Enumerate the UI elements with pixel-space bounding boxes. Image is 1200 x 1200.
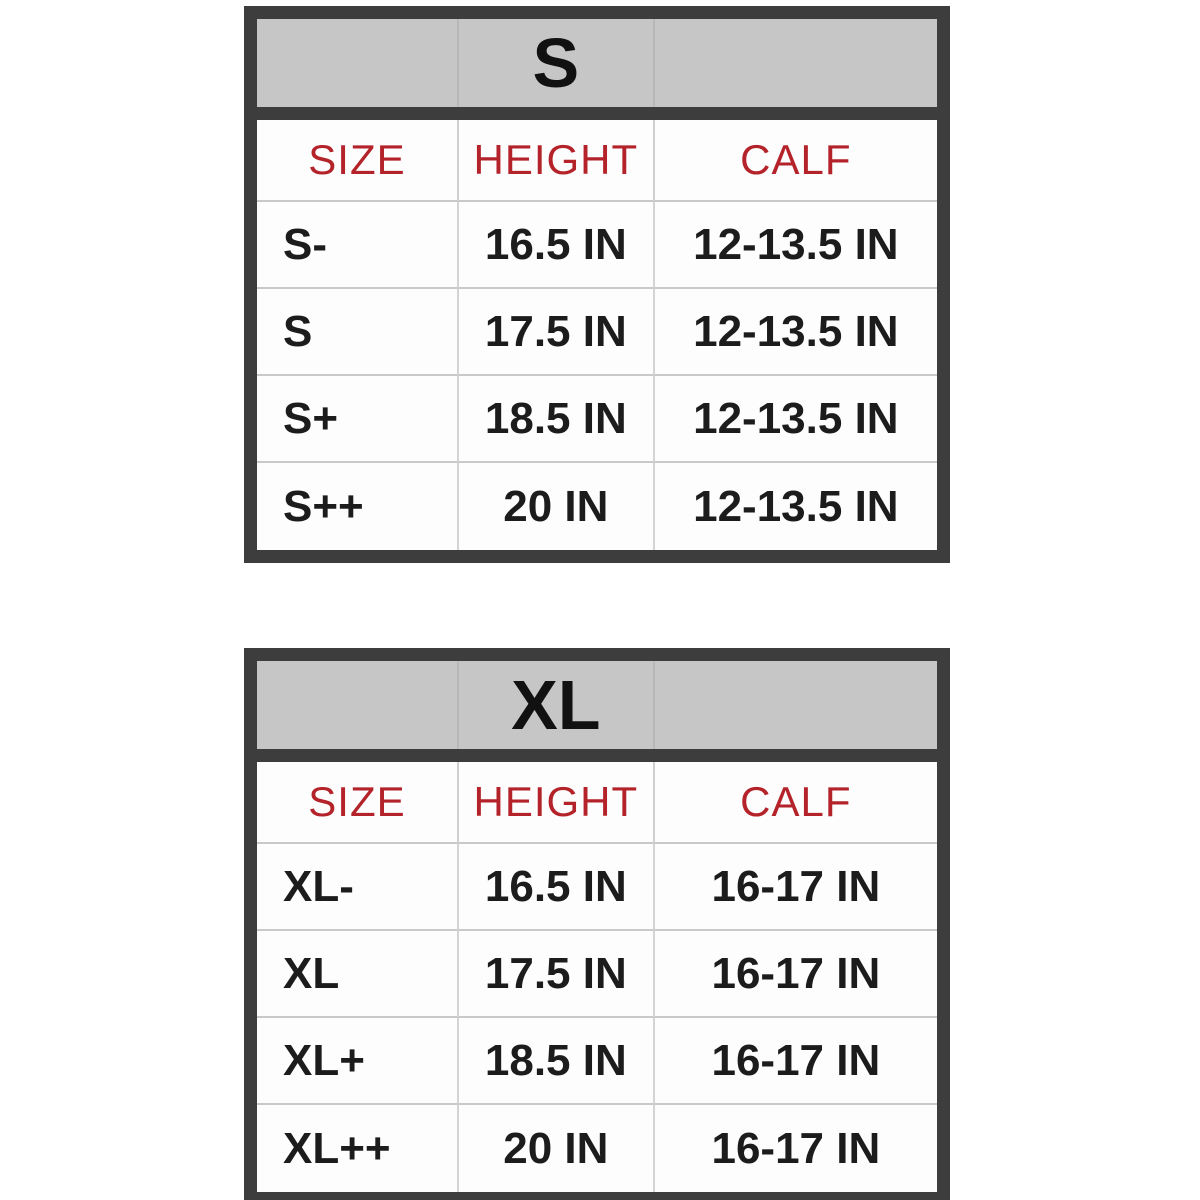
cell-size: S+ <box>257 376 457 463</box>
cell-size: XL++ <box>283 1123 391 1173</box>
cell-calf: 16-17 IN <box>652 1105 937 1192</box>
table-row: XL 17.5 IN 16-17 IN <box>257 931 937 1018</box>
cell-height: 20 IN <box>456 463 653 550</box>
table-row: S+ 18.5 IN 12-13.5 IN <box>257 376 937 463</box>
cell-calf: 16-17 IN <box>652 931 937 1018</box>
table-row: S 17.5 IN 12-13.5 IN <box>257 289 937 376</box>
size-chart-table-xl: XL SIZE HEIGHT CALF XL- 16.5 IN 16-17 IN… <box>244 648 950 1200</box>
column-header-row: SIZE HEIGHT CALF <box>257 120 937 202</box>
cell-height: 16.5 IN <box>456 844 653 931</box>
cell-height: 20 IN <box>456 1105 653 1192</box>
title-band-center: S <box>456 19 653 107</box>
cell-calf: 16-17 IN <box>652 844 937 931</box>
column-header-calf: CALF <box>652 762 937 844</box>
cell-size: S++ <box>283 481 364 531</box>
cell-calf: 16-17 IN <box>652 1018 937 1105</box>
table-row: S- 16.5 IN 12-13.5 IN <box>257 202 937 289</box>
cell-height: 18.5 IN <box>456 376 653 463</box>
cell-calf: 12-13.5 IN <box>652 202 937 289</box>
cell-height: 16.5 IN <box>456 202 653 289</box>
column-header-height: HEIGHT <box>456 762 653 844</box>
cell-height: 18.5 IN <box>456 1018 653 1105</box>
cell-calf: 12-13.5 IN <box>652 376 937 463</box>
title-band-spacer <box>257 661 457 749</box>
cell-height: 17.5 IN <box>456 289 653 376</box>
table-row: XL- 16.5 IN 16-17 IN <box>257 844 937 931</box>
column-header-calf: CALF <box>652 120 937 202</box>
cell-size: XL <box>257 931 457 1018</box>
column-header-size: SIZE <box>257 762 457 844</box>
cell-height: 17.5 IN <box>456 931 653 1018</box>
cell-size: S <box>257 289 457 376</box>
column-header-height: HEIGHT <box>456 120 653 202</box>
column-header-row: SIZE HEIGHT CALF <box>257 762 937 844</box>
cell-size: S- <box>257 202 457 289</box>
table-title: XL <box>511 666 601 744</box>
table-title-band: S <box>257 19 937 120</box>
cell-size: XL- <box>257 844 457 931</box>
cell-calf: 12-13.5 IN <box>652 463 937 550</box>
table-row: XL++ 20 IN 16-17 IN <box>257 1105 937 1192</box>
table-title-band: XL <box>257 661 937 762</box>
cell-size: XL+ <box>257 1018 457 1105</box>
cell-calf: 12-13.5 IN <box>652 289 937 376</box>
column-header-size: SIZE <box>257 120 457 202</box>
table-title: S <box>532 24 580 102</box>
size-chart-table-s: S SIZE HEIGHT CALF S- 16.5 IN 12-13.5 IN… <box>244 6 950 563</box>
title-band-spacer <box>652 661 937 749</box>
title-band-center: XL <box>456 661 653 749</box>
title-band-spacer <box>257 19 457 107</box>
table-row: S++ 20 IN 12-13.5 IN <box>257 463 937 550</box>
table-row: XL+ 18.5 IN 16-17 IN <box>257 1018 937 1105</box>
title-band-spacer <box>652 19 937 107</box>
